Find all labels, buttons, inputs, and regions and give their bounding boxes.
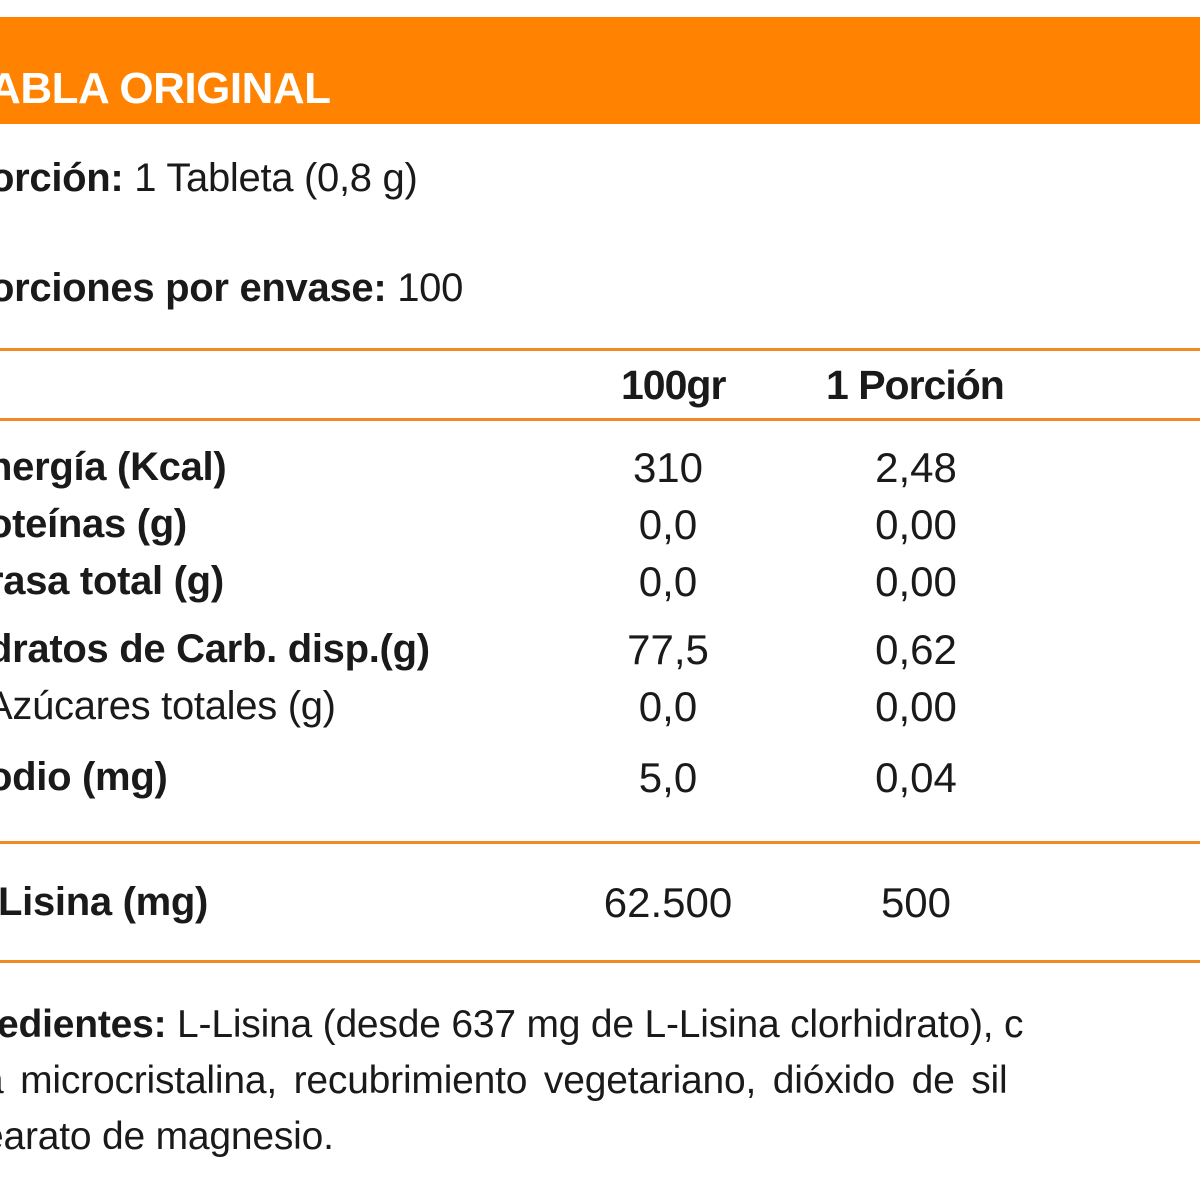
ingredients-text-1: L-Lisina (desde 637 mg de L-Lisina clorh… [177,1003,1024,1046]
ingredients-line-1: redientes: L-Lisina (desde 637 mg de L-L… [0,997,1200,1053]
ingredients-line-2: a microcristalina, recubrimiento vegetar… [0,1059,1008,1102]
ingredients-label: redientes: [0,1003,167,1046]
serving-size-value: 1 Tableta (0,8 g) [134,156,418,200]
row-value-per100: 0,0 [638,501,698,548]
column-header-1-porcion: 1 Porción [826,362,1005,408]
header-bar: TABLA ORIGINAL [0,17,1200,124]
serving-size: orción: 1 Tableta (0,8 g) [0,156,418,201]
row-label-hidratos: dratos de Carb. disp.(g) [0,627,430,671]
row-value-per-serving: 2,48 [875,444,957,491]
ingredients-line-3: earato de magnesio. [0,1115,334,1158]
row-value-per-serving: 0,00 [875,683,957,730]
row-value-lisina-per100: 62.500 [603,879,733,926]
row-value-per-serving: 0,00 [875,501,957,548]
row-value-per100: 0,0 [638,558,698,605]
servings-per-container-value: 100 [397,266,464,310]
ingredients-block: redientes: L-Lisina (desde 637 mg de L-L… [0,997,1200,1165]
row-label-azucares: Azúcares totales (g) [0,684,336,728]
header-bottom-rule [0,418,1200,421]
row-label-energia: nergía (Kcal) [0,445,227,489]
row-value-per100: 310 [632,444,704,491]
table-bottom-rule [0,960,1200,963]
row-value-per-serving: 0,62 [875,626,957,673]
row-label-proteinas: oteínas (g) [0,502,187,546]
lisina-top-rule [0,841,1200,844]
row-value-per100: 5,0 [638,754,698,801]
row-value-per-serving: 0,00 [875,558,957,605]
row-value-per-serving: 0,04 [875,754,957,801]
table-top-rule [0,348,1200,351]
row-label-lisina: Lisina (mg) [0,880,209,924]
row-label-grasa-total: rasa total (g) [0,559,224,603]
row-value-lisina-per-serving: 500 [880,879,952,926]
servings-per-container-label: orciones por envase: [0,266,387,310]
column-header-100gr: 100gr [621,362,726,408]
row-value-per100: 0,0 [638,683,698,730]
servings-per-container: orciones por envase: 100 [0,266,463,311]
serving-size-label: orción: [0,156,124,200]
table-title: TABLA ORIGINAL [0,64,331,113]
row-label-sodio: odio (mg) [0,755,168,799]
row-value-per100: 77,5 [627,626,709,673]
